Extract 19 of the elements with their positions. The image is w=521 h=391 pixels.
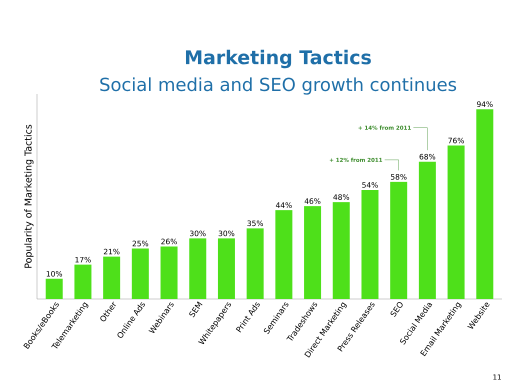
bar <box>246 228 264 299</box>
chart-subtitle: Social media and SEO growth continues <box>100 77 456 95</box>
bar <box>304 206 322 299</box>
bar <box>332 202 350 299</box>
bar <box>132 248 149 299</box>
bar <box>361 190 378 299</box>
y-axis-title: Popularity of Marketing Tactics <box>24 124 34 268</box>
bar <box>390 182 408 299</box>
bar <box>189 238 206 299</box>
bar <box>448 146 465 299</box>
bar <box>476 109 494 299</box>
bar <box>418 162 436 299</box>
chart-title: Marketing Tactics <box>186 50 371 68</box>
bar <box>160 246 178 299</box>
bar <box>74 264 92 299</box>
bar <box>275 210 292 299</box>
bar <box>46 278 63 299</box>
bar <box>103 256 120 299</box>
bar <box>218 238 235 299</box>
